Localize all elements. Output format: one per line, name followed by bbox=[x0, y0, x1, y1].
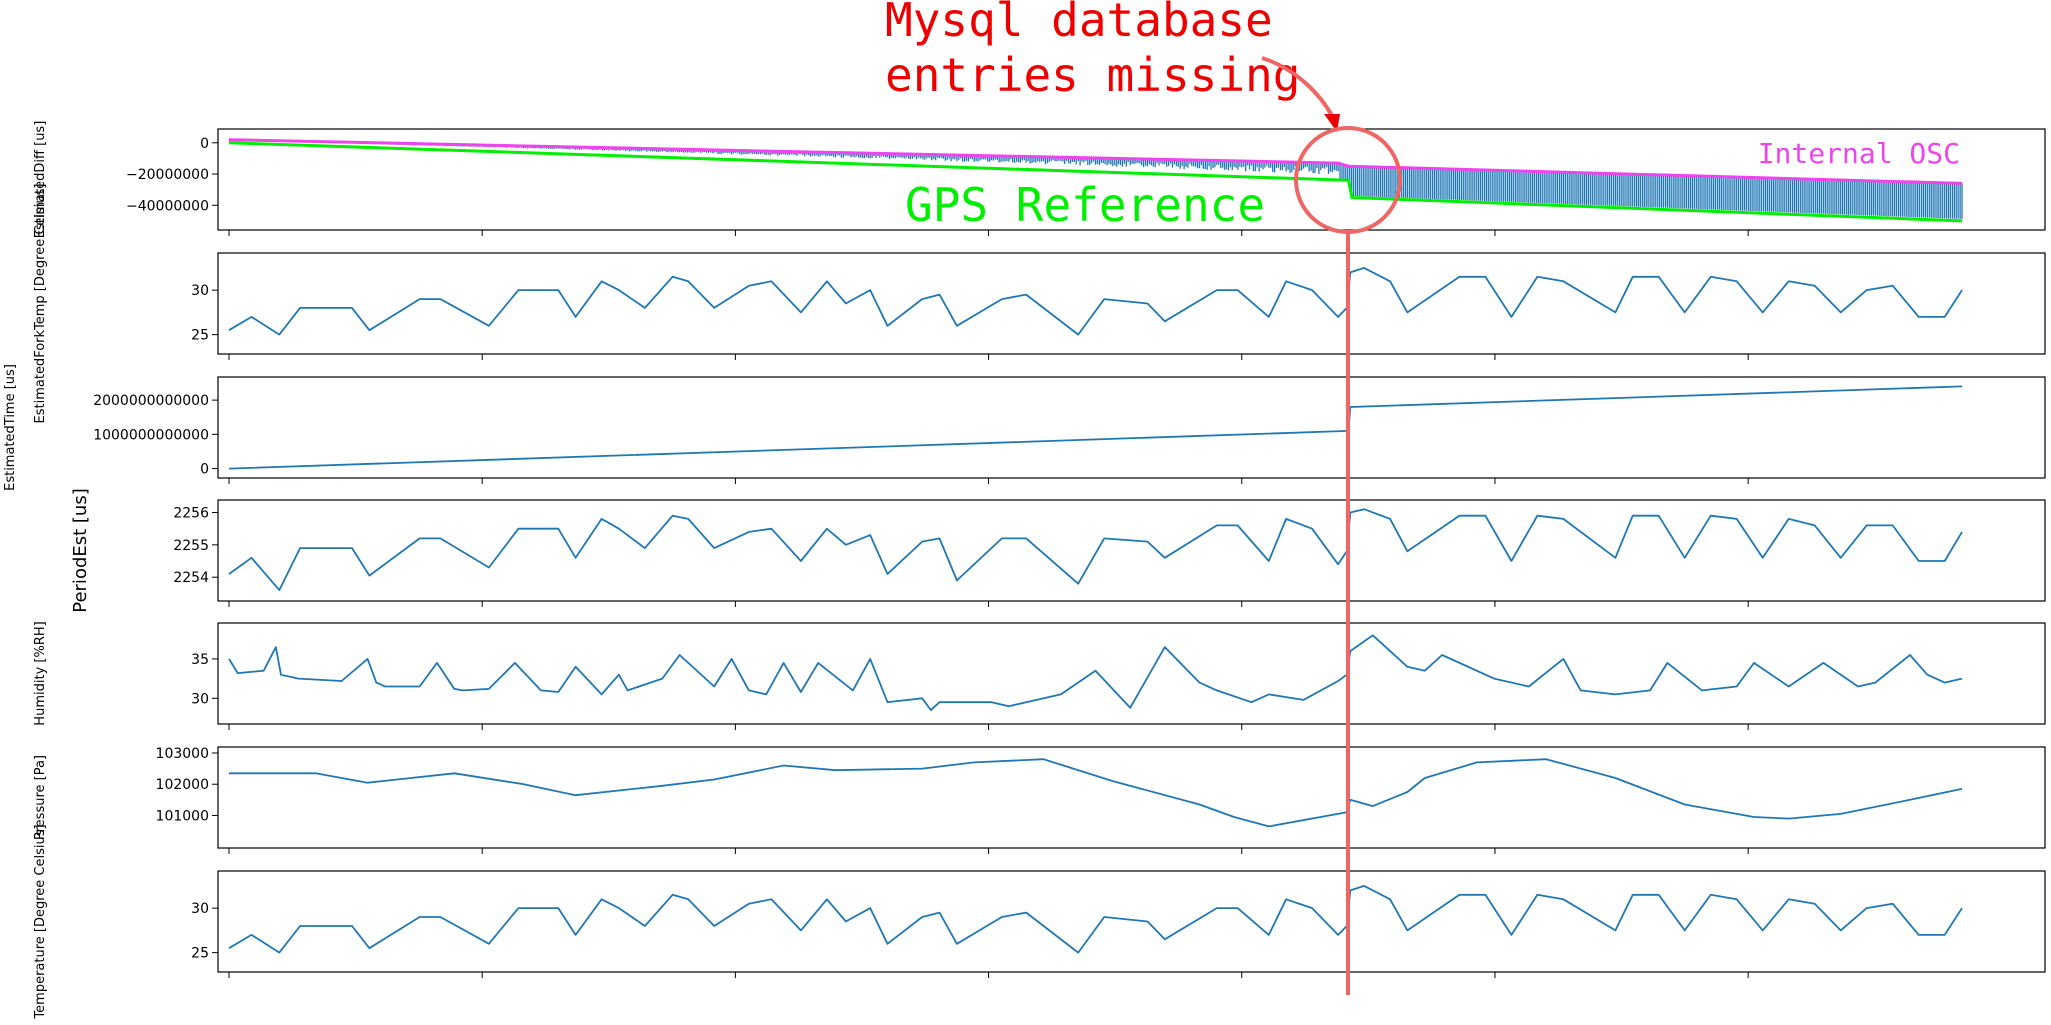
series-line bbox=[228, 634, 1963, 711]
y-tick-label: 30 bbox=[191, 691, 209, 707]
annotation-title-line2: entries missing bbox=[885, 48, 1300, 102]
y-tick-label: 2254 bbox=[173, 570, 209, 586]
subplot-4: 30 35 Humidity [%RH] bbox=[33, 621, 2046, 730]
series-gps-reference bbox=[228, 141, 1963, 223]
y-axis-label: Temperature [Degree Celsius] bbox=[33, 824, 48, 1019]
subplot-6: 25 30 Temperature [Degree Celsius] bbox=[33, 824, 2046, 1020]
plot-frame bbox=[217, 746, 2046, 849]
series-line bbox=[229, 758, 1963, 828]
y-tick-label: 30 bbox=[191, 283, 209, 299]
subplot-stack: 0 −20000000 −40000000 EstimatedDiff [us] 25 3… bbox=[3, 121, 2046, 1020]
series-line bbox=[228, 885, 1963, 954]
annotation-gps-reference: GPS Reference bbox=[905, 178, 1265, 232]
y-tick-label: 103000 bbox=[156, 746, 209, 762]
y-axis-label: EstimatedDiff [us] bbox=[33, 121, 48, 239]
subplot-5: 101000 102000 103000 Pressure [Pa] bbox=[33, 746, 2046, 854]
y-tick-label: 25 bbox=[191, 946, 209, 962]
plot-frame bbox=[217, 870, 2046, 973]
y-axis-label: PeriodEst [us] bbox=[70, 488, 91, 613]
subplot-0: 0 −20000000 −40000000 EstimatedDiff [us] bbox=[33, 121, 2046, 239]
annotation-overlay: Mysql database entries missing GPS Refer… bbox=[885, 0, 1960, 995]
y-tick-label: 102000 bbox=[156, 777, 209, 793]
y-tick-label: 2255 bbox=[173, 538, 209, 554]
series-line bbox=[228, 508, 1963, 591]
annotation-title-line1: Mysql database bbox=[885, 0, 1273, 47]
plot-frame bbox=[217, 252, 2046, 355]
y-tick-label: 1000000000000 bbox=[93, 427, 209, 443]
y-tick-label: −20000000 bbox=[126, 167, 209, 183]
series-line bbox=[228, 266, 1963, 336]
y-tick-label: 25 bbox=[191, 328, 209, 344]
subplot-2: 0 1000000000000 2000000000000 EstimatedTime… bbox=[3, 364, 2046, 491]
y-axis-label: EstimatedForkTemp [Degree Celsius] bbox=[33, 184, 48, 424]
y-axis-label: Humidity [%RH] bbox=[33, 621, 48, 725]
y-tick-label: 101000 bbox=[156, 808, 209, 824]
annotation-internal-osc: Internal OSC bbox=[1758, 137, 1960, 170]
subplot-3: 2254 2255 2256 PeriodEst [us] bbox=[70, 488, 2046, 613]
plot-frame bbox=[217, 499, 2046, 602]
y-tick-label: 35 bbox=[191, 652, 209, 668]
y-tick-label: −40000000 bbox=[126, 198, 209, 214]
y-tick-label: 2000000000000 bbox=[93, 393, 209, 409]
y-tick-label: 30 bbox=[191, 901, 209, 917]
subplot-1: 25 30 EstimatedForkTemp [Degree Celsius] bbox=[33, 184, 2046, 424]
series-internal-osc bbox=[228, 138, 1963, 185]
y-tick-label: 0 bbox=[200, 462, 209, 478]
y-tick-label: 2256 bbox=[173, 505, 209, 521]
y-axis-label: EstimatedTime [us] bbox=[3, 364, 18, 491]
y-tick-label: 0 bbox=[200, 136, 209, 152]
y-axis-label: Pressure [Pa] bbox=[33, 755, 48, 840]
